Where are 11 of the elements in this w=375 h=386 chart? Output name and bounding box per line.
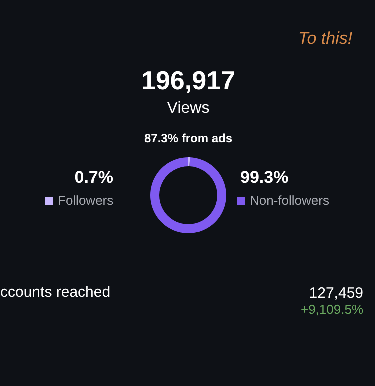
legend-label: Non-followers — [250, 193, 330, 208]
text: +9,109.5% — [300, 302, 364, 317]
legend-label: Followers — [58, 193, 114, 208]
chart-subtitle: Views — [167, 100, 210, 117]
data-label: 0.7% — [74, 168, 114, 187]
text: ccounts reached — [0, 284, 111, 301]
text: To this! — [298, 29, 353, 48]
chart-title: 196,917 — [142, 66, 236, 96]
text: 87.3% from ads — [144, 132, 233, 146]
data-label: 99.3% — [240, 168, 289, 187]
text: 127,459 — [309, 285, 364, 302]
